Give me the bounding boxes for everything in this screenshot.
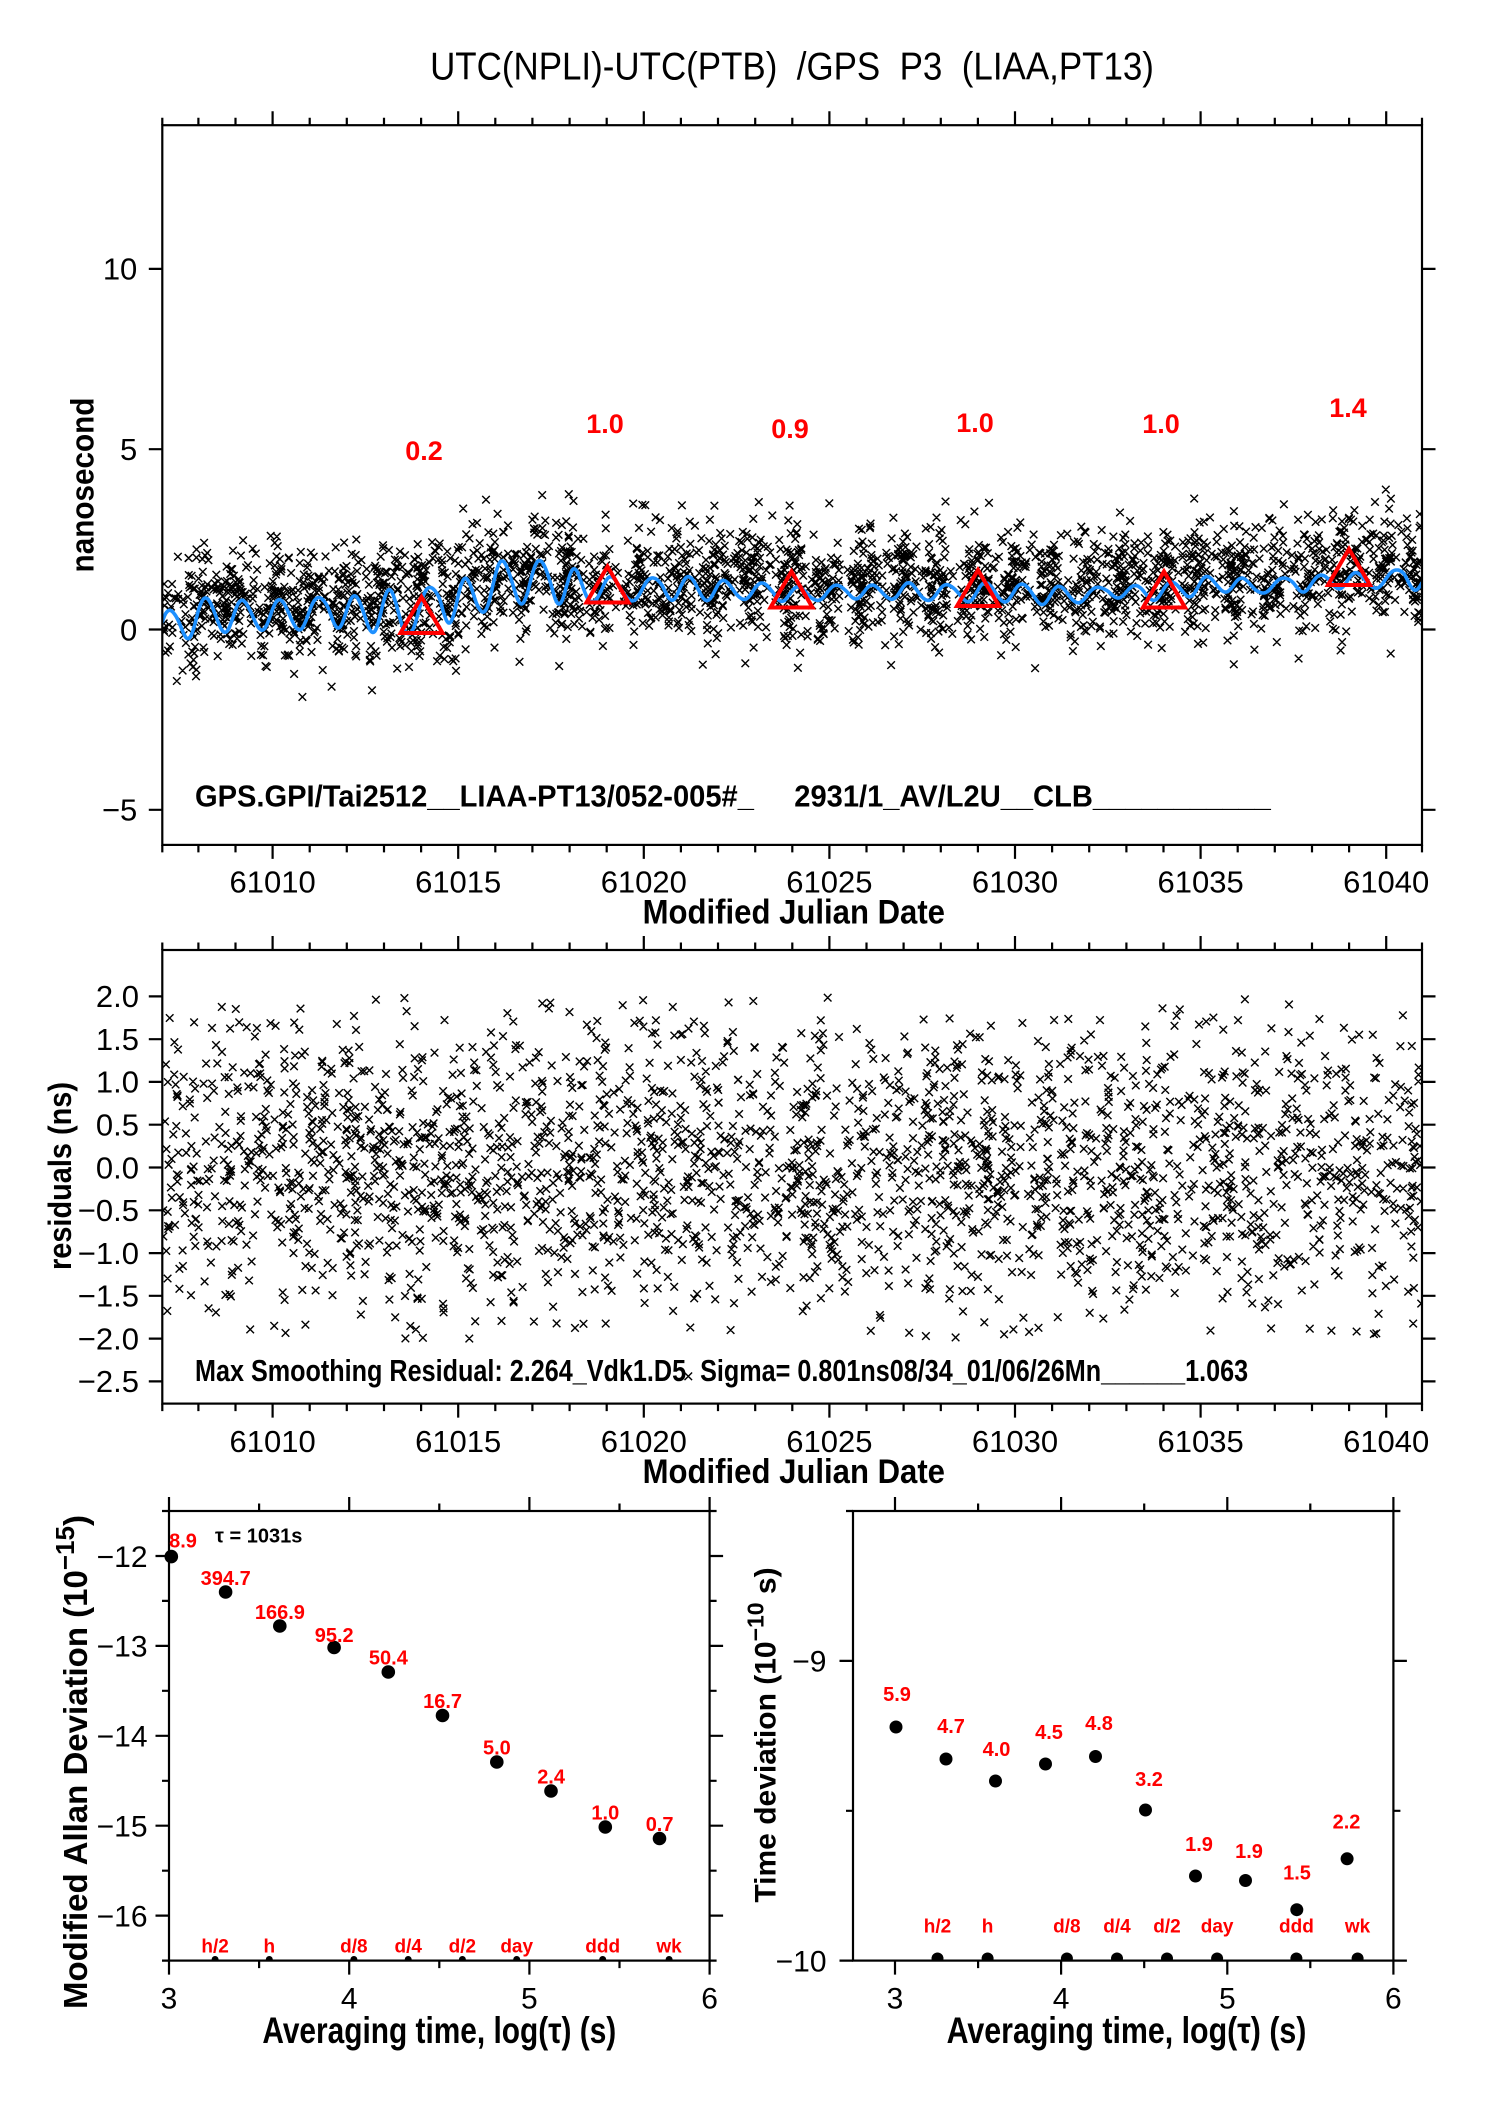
svg-text:61030: 61030 [972, 1424, 1058, 1459]
svg-text:Modified Allan Deviation (10−1: Modified Allan Deviation (10−15) [50, 1515, 94, 2009]
svg-text:nanosecond: nanosecond [64, 398, 100, 573]
svg-text:1.0: 1.0 [956, 408, 994, 438]
svg-text:day: day [500, 1937, 533, 1958]
svg-text:h/2: h/2 [924, 1917, 951, 1938]
svg-text:−2.5: −2.5 [78, 1364, 139, 1399]
svg-text:d/8: d/8 [1053, 1917, 1080, 1938]
svg-text:61040: 61040 [1343, 1424, 1429, 1459]
svg-text:−1.5: −1.5 [78, 1279, 139, 1314]
svg-text:1.9: 1.9 [1235, 1841, 1263, 1863]
svg-text:h: h [263, 1937, 275, 1958]
svg-text:61020: 61020 [601, 865, 687, 900]
svg-text:61025: 61025 [786, 865, 872, 900]
svg-text:4.5: 4.5 [1035, 1722, 1063, 1744]
svg-text:95.2: 95.2 [315, 1625, 354, 1647]
svg-text:1.4: 1.4 [1329, 393, 1367, 423]
svg-text:394.7: 394.7 [201, 1568, 251, 1590]
svg-text:d/4: d/4 [1103, 1917, 1131, 1938]
svg-text:4.0: 4.0 [983, 1739, 1011, 1761]
svg-text:Max Smoothing Residual: 2.264_: Max Smoothing Residual: 2.264_Vdk1.D5 Si… [195, 1352, 1248, 1387]
svg-text:Modified Julian Date: Modified Julian Date [643, 893, 945, 931]
svg-text:1.0: 1.0 [1142, 409, 1180, 439]
svg-text:6: 6 [1385, 1983, 1402, 2016]
svg-text:1.0: 1.0 [96, 1065, 139, 1100]
svg-text:4: 4 [1053, 1983, 1070, 2016]
svg-text:−2.0: −2.0 [78, 1321, 139, 1356]
svg-text:2.0: 2.0 [96, 979, 139, 1014]
svg-text:ddd: ddd [585, 1937, 620, 1958]
svg-text:−16: −16 [97, 1900, 148, 1933]
svg-text:166.9: 166.9 [255, 1602, 305, 1624]
svg-text:0.0: 0.0 [96, 1150, 139, 1185]
svg-text:−13: −13 [97, 1631, 148, 1664]
svg-text:−5: −5 [102, 793, 137, 828]
svg-text:0.2: 0.2 [405, 436, 443, 466]
svg-text:Averaging time, log(τ) (s): Averaging time, log(τ) (s) [947, 2010, 1307, 2052]
svg-text:d/8: d/8 [340, 1937, 367, 1958]
svg-text:1.5: 1.5 [1283, 1862, 1311, 1884]
svg-text:wk: wk [655, 1937, 682, 1958]
svg-text:61040: 61040 [1343, 865, 1429, 900]
svg-text:1.0: 1.0 [591, 1803, 619, 1825]
svg-text:−15: −15 [97, 1811, 148, 1844]
svg-text:day: day [1201, 1917, 1234, 1938]
svg-text:−10: −10 [776, 1945, 827, 1978]
svg-text:3: 3 [887, 1983, 904, 2016]
svg-text:1.9: 1.9 [1185, 1834, 1213, 1856]
svg-text:Averaging time, log(τ) (s): Averaging time, log(τ) (s) [262, 2011, 616, 2052]
svg-text:d/2: d/2 [1153, 1917, 1180, 1938]
svg-text:8.9: 8.9 [169, 1531, 197, 1553]
svg-text:4.7: 4.7 [937, 1716, 965, 1738]
svg-text:1.0: 1.0 [586, 409, 624, 439]
svg-text:−12: −12 [97, 1541, 148, 1574]
svg-text:61015: 61015 [415, 1424, 501, 1459]
svg-text:5.9: 5.9 [883, 1684, 911, 1706]
svg-text:GPS.GPI/Tai2512__LIAA-PT13/052: GPS.GPI/Tai2512__LIAA-PT13/052-005#_ 293… [195, 780, 1271, 814]
svg-text:d/4: d/4 [394, 1937, 422, 1958]
svg-text:3: 3 [161, 1983, 178, 2016]
svg-text:61015: 61015 [415, 865, 501, 900]
svg-text:5: 5 [120, 432, 137, 467]
svg-text:61010: 61010 [229, 865, 315, 900]
svg-text:2.4: 2.4 [537, 1767, 566, 1789]
svg-text:3.2: 3.2 [1135, 1769, 1163, 1791]
svg-text:Modified Julian Date: Modified Julian Date [643, 1453, 945, 1491]
svg-text:d/2: d/2 [449, 1937, 476, 1958]
svg-text:61035: 61035 [1157, 865, 1243, 900]
svg-text:4: 4 [341, 1983, 358, 2016]
svg-text:0: 0 [120, 612, 137, 647]
svg-text:61020: 61020 [601, 1424, 687, 1459]
svg-text:0.7: 0.7 [646, 1814, 674, 1836]
svg-text:−0.5: −0.5 [78, 1193, 139, 1228]
svg-text:61030: 61030 [972, 865, 1058, 900]
svg-text:50.4: 50.4 [369, 1648, 409, 1670]
svg-text:−9: −9 [792, 1645, 826, 1678]
svg-text:0.5: 0.5 [96, 1108, 139, 1143]
svg-text:UTC(NPLI)-UTC(PTB) /GPS P3: UTC(NPLI)-UTC(PTB) /GPS P3 (LIAA,PT13) [430, 44, 1154, 88]
svg-text:wk: wk [1344, 1917, 1371, 1938]
svg-text:h: h [982, 1917, 994, 1938]
svg-text:0.9: 0.9 [771, 414, 809, 444]
svg-text:−1.0: −1.0 [78, 1236, 139, 1271]
svg-text:1.5: 1.5 [96, 1022, 139, 1057]
svg-text:5: 5 [521, 1983, 538, 2016]
svg-text:61025: 61025 [786, 1424, 872, 1459]
svg-text:h/2: h/2 [201, 1937, 228, 1958]
svg-text:61010: 61010 [229, 1424, 315, 1459]
svg-text:10: 10 [103, 252, 137, 287]
svg-text:5: 5 [1219, 1983, 1236, 2016]
svg-text:61035: 61035 [1157, 1424, 1243, 1459]
svg-text:6: 6 [701, 1983, 718, 2016]
svg-text:ddd: ddd [1279, 1917, 1314, 1938]
svg-text:16.7: 16.7 [423, 1691, 462, 1713]
svg-text:residuals (ns): residuals (ns) [43, 1082, 79, 1270]
svg-text:−14: −14 [97, 1721, 148, 1754]
svg-text:4.8: 4.8 [1085, 1713, 1113, 1735]
svg-text:5.0: 5.0 [483, 1738, 511, 1760]
svg-text:2.2: 2.2 [1333, 1812, 1361, 1834]
svg-text:τ = 1031s: τ = 1031s [215, 1526, 302, 1548]
